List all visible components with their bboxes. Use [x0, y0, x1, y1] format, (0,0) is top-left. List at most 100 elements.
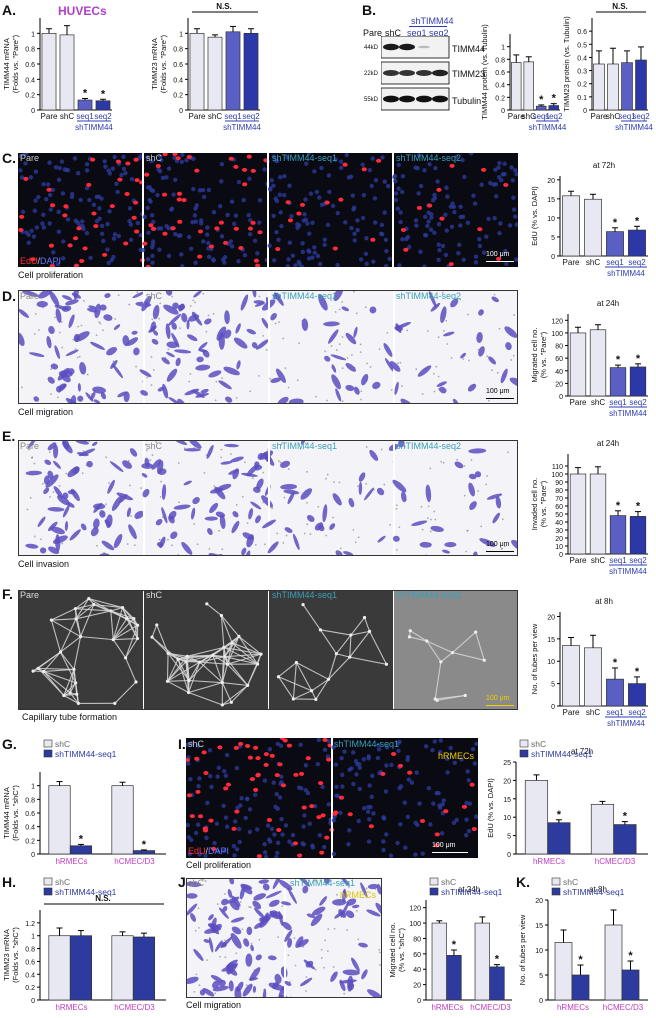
membrane-pore: [114, 318, 117, 320]
group-label: shTIMM44: [609, 567, 647, 576]
dapi-nucleus: [305, 221, 310, 226]
dapi-nucleus: [56, 209, 61, 215]
dapi-nucleus: [245, 796, 250, 802]
capillary-tube: [74, 608, 77, 619]
capillary-tube: [220, 615, 240, 637]
stained-cell: [369, 449, 379, 461]
membrane-pore: [183, 447, 186, 450]
bar: [243, 32, 259, 111]
tube-node: [318, 628, 322, 632]
dapi-nucleus: [357, 765, 362, 770]
significance-mark: *: [635, 666, 640, 678]
membrane-pore: [254, 544, 257, 546]
edu-nucleus: [49, 203, 56, 208]
dapi-nucleus: [97, 206, 102, 211]
y-tick-label: 0: [539, 998, 543, 1005]
membrane-pore: [135, 365, 137, 368]
bar: [95, 100, 111, 111]
membrane-pore: [48, 451, 51, 454]
dapi-nucleus: [127, 206, 133, 211]
stained-cell: [208, 370, 222, 378]
membrane-pore: [360, 398, 363, 401]
tube-node: [362, 615, 367, 620]
significance-mark: *: [552, 93, 557, 105]
dapi-nucleus: [18, 168, 23, 173]
stained-cell: [29, 352, 45, 358]
tube-node: [425, 639, 429, 643]
dapi-nucleus: [47, 192, 53, 198]
dapi-nucleus: [271, 183, 276, 188]
stained-cell: [126, 337, 139, 346]
chart-note: at 72h: [571, 747, 593, 756]
stained-cell: [331, 364, 337, 373]
dapi-nucleus: [51, 250, 56, 255]
y-tick-label: 120: [409, 906, 421, 913]
blot-lane-seq2: seq2: [429, 28, 449, 38]
dapi-nucleus: [406, 777, 412, 782]
edu-nucleus: [338, 197, 344, 202]
tube-node: [219, 613, 224, 618]
membrane-pore: [127, 459, 130, 462]
dapi-nucleus: [176, 233, 181, 238]
membrane-pore: [334, 311, 337, 313]
membrane-pore: [21, 386, 23, 389]
membrane-pore: [61, 346, 64, 349]
dapi-nucleus: [278, 743, 284, 748]
dapi-nucleus: [307, 249, 312, 255]
stained-cell: [67, 490, 76, 495]
membrane-pore: [397, 362, 399, 365]
dapi-nucleus: [231, 843, 237, 849]
dapi-nucleus: [398, 210, 403, 215]
dapi-nucleus: [236, 179, 242, 185]
membrane-pore: [31, 456, 33, 459]
panel-e-caption: Cell invasion: [18, 559, 70, 569]
dapi-nucleus: [211, 209, 217, 215]
membrane-pore: [52, 491, 55, 493]
dapi-nucleus: [307, 821, 312, 826]
dapi-nucleus: [367, 783, 372, 788]
membrane-pore: [277, 936, 279, 938]
membrane-pore: [450, 356, 453, 359]
edu-nucleus: [201, 750, 207, 755]
dapi-nucleus: [252, 238, 258, 243]
stained-cell: [511, 539, 517, 551]
stained-cell: [86, 308, 98, 313]
capillary-tube: [222, 684, 248, 706]
dapi-nucleus: [186, 742, 191, 747]
stained-cell: [367, 989, 381, 997]
tube-node: [125, 616, 129, 621]
edu-nucleus: [320, 813, 326, 818]
tube-node: [463, 693, 467, 698]
significance-mark: *: [635, 215, 640, 227]
dapi-nucleus: [101, 238, 106, 244]
stained-cell: [300, 977, 313, 987]
dapi-nucleus: [477, 243, 483, 249]
membrane-pore: [357, 485, 359, 487]
stained-cell: [246, 534, 255, 548]
dapi-nucleus: [198, 218, 204, 223]
dapi-nucleus: [375, 755, 381, 761]
dapi-nucleus: [186, 822, 190, 828]
dapi-nucleus: [59, 159, 65, 164]
dapi-nucleus: [436, 242, 441, 247]
capillary-tube: [167, 680, 189, 693]
dapi-nucleus: [460, 214, 466, 219]
stained-cell: [352, 904, 360, 909]
dapi-nucleus: [209, 784, 214, 790]
membrane-pore: [105, 503, 107, 506]
stained-cell: [323, 321, 340, 327]
membrane-pore: [314, 395, 317, 398]
membrane-pore: [296, 379, 299, 382]
stained-cell: [310, 913, 323, 927]
chart-note: at 24h: [458, 885, 480, 894]
x-tick-label: seq2: [629, 398, 647, 407]
edu-nucleus: [142, 241, 148, 246]
bar: [41, 32, 57, 111]
tube-node: [111, 638, 115, 642]
capillary-tube: [75, 604, 95, 620]
tube-node: [176, 657, 180, 661]
stained-cell: [105, 514, 113, 529]
y-tick-label: 20: [555, 536, 563, 543]
stained-cell: [157, 468, 167, 476]
